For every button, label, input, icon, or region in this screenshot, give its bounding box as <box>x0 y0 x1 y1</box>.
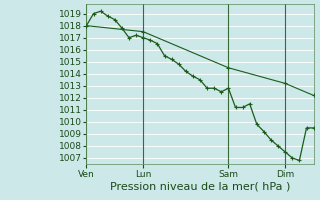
X-axis label: Pression niveau de la mer( hPa ): Pression niveau de la mer( hPa ) <box>110 181 290 191</box>
